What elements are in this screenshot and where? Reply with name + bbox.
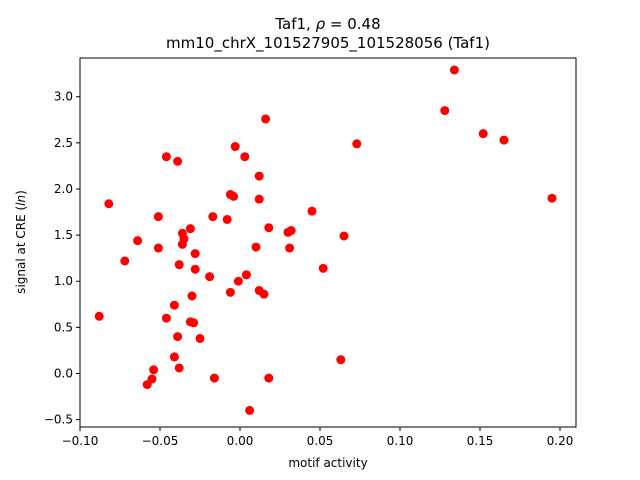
data-point: [94, 311, 104, 321]
data-point: [336, 355, 346, 365]
y-axis-ticks: −0.5 0.0 0.5 1.0 1.5 2.0 2.5 3.0: [44, 90, 80, 427]
data-point: [478, 129, 488, 139]
data-point: [245, 405, 255, 415]
data-point: [161, 313, 171, 323]
data-point: [449, 65, 459, 75]
x-tick-label: 0.05: [307, 434, 334, 448]
data-point: [440, 106, 450, 116]
data-point: [133, 236, 143, 246]
data-point: [225, 287, 235, 297]
y-tick-label: 2.0: [54, 182, 73, 196]
data-point: [104, 199, 114, 209]
data-point: [195, 333, 205, 343]
data-point: [499, 135, 509, 145]
data-point: [240, 152, 250, 162]
data-point: [352, 139, 362, 149]
data-point: [264, 223, 274, 233]
data-point: [205, 272, 215, 282]
data-point: [190, 249, 200, 259]
data-point: [189, 318, 199, 328]
x-tick-label: 0.15: [467, 434, 494, 448]
data-point: [185, 224, 195, 234]
data-point: [259, 289, 269, 299]
x-tick-label: 0.20: [547, 434, 574, 448]
data-point: [222, 214, 232, 224]
data-point: [339, 231, 349, 241]
data-point: [169, 300, 179, 310]
data-point: [261, 114, 271, 124]
data-point: [251, 242, 261, 252]
chart-title-line2: mm10_chrX_101527905_101528056 (Taf1): [166, 34, 490, 53]
data-point: [174, 363, 184, 373]
data-points: [94, 65, 557, 415]
data-point: [147, 374, 157, 384]
x-axis-label: motif activity: [288, 456, 367, 470]
data-point: [241, 270, 251, 280]
x-tick-label: −0.10: [62, 434, 99, 448]
y-tick-label: 0.5: [54, 320, 73, 334]
data-point: [233, 276, 243, 286]
data-point: [230, 142, 240, 152]
data-point: [254, 194, 264, 204]
x-tick-label: 0.10: [387, 434, 414, 448]
data-point: [169, 352, 179, 362]
x-tick-label: −0.05: [142, 434, 179, 448]
data-point: [286, 226, 296, 236]
data-point: [208, 212, 218, 222]
data-point: [285, 243, 295, 253]
data-point: [173, 156, 183, 166]
data-point: [149, 365, 159, 375]
data-point: [307, 206, 317, 216]
data-point: [190, 264, 200, 274]
x-axis-ticks: −0.10 −0.05 0.00 0.05 0.10 0.15 0.20: [62, 427, 574, 448]
data-point: [187, 291, 197, 301]
y-tick-label: 1.0: [54, 274, 73, 288]
data-point: [174, 260, 184, 270]
y-tick-label: 1.5: [54, 228, 73, 242]
data-point: [547, 193, 557, 203]
data-point: [254, 171, 264, 181]
data-point: [153, 212, 163, 222]
y-tick-label: 2.5: [54, 136, 73, 150]
data-point: [318, 263, 328, 273]
chart-title-line1: Taf1, ρ = 0.48: [274, 15, 380, 33]
y-tick-label: 3.0: [54, 90, 73, 104]
y-tick-label: 0.0: [54, 366, 73, 380]
data-point: [120, 256, 130, 266]
y-axis-label: signal at CRE (ln): [14, 190, 28, 294]
data-point: [179, 234, 189, 244]
data-point: [173, 332, 183, 342]
data-point: [264, 373, 274, 383]
data-point: [229, 191, 239, 201]
x-tick-label: 0.00: [227, 434, 254, 448]
y-tick-label: −0.5: [44, 413, 73, 427]
plot-frame: [79, 57, 577, 428]
data-point: [153, 243, 163, 253]
data-point: [161, 152, 171, 162]
data-point: [209, 373, 219, 383]
